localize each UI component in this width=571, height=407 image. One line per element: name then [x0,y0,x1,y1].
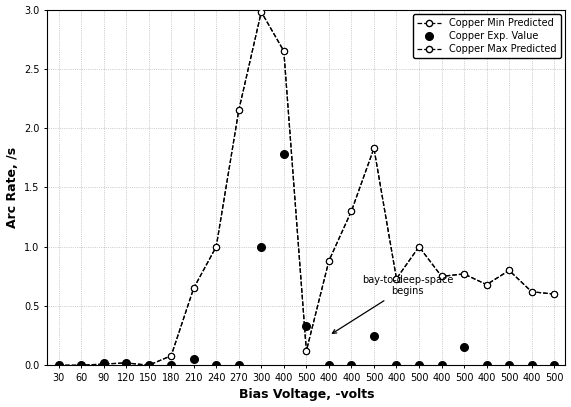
Line: Copper Exp. Value: Copper Exp. Value [55,150,558,369]
Copper Exp. Value [100,361,107,365]
Copper Min Predicted [55,363,62,368]
Copper Min Predicted [168,353,175,358]
Copper Min Predicted [213,244,220,249]
Copper Exp. Value [393,363,400,368]
Copper Exp. Value [303,324,310,328]
Copper Min Predicted [303,348,310,353]
Y-axis label: Arc Rate, /s: Arc Rate, /s [6,147,18,228]
Copper Min Predicted [551,292,558,297]
Copper Max Predicted [461,271,468,276]
Copper Min Predicted [371,146,377,151]
Copper Max Predicted [190,286,197,291]
Copper Max Predicted [55,363,62,368]
Copper Exp. Value [235,363,242,368]
Copper Min Predicted [100,362,107,367]
Copper Min Predicted [348,209,355,214]
Copper Min Predicted [461,271,468,276]
Copper Exp. Value [461,345,468,350]
Copper Max Predicted [551,292,558,297]
Copper Exp. Value [506,363,513,368]
Copper Min Predicted [483,282,490,287]
Copper Exp. Value [190,357,197,362]
Copper Min Predicted [325,258,332,263]
Copper Min Predicted [235,108,242,113]
Copper Min Predicted [258,9,265,14]
Copper Max Predicted [100,362,107,367]
Copper Min Predicted [393,276,400,281]
Copper Min Predicted [528,289,535,294]
Copper Exp. Value [371,333,377,338]
Copper Min Predicted [416,244,423,249]
Line: Copper Max Predicted: Copper Max Predicted [55,9,557,368]
Text: bay-to-deep-space
begins: bay-to-deep-space begins [332,275,453,333]
Copper Max Predicted [145,363,152,368]
Copper Max Predicted [416,244,423,249]
Copper Max Predicted [393,276,400,281]
Copper Max Predicted [235,108,242,113]
Copper Exp. Value [55,363,62,368]
Copper Exp. Value [348,363,355,368]
Copper Exp. Value [438,363,445,368]
Copper Max Predicted [168,353,175,358]
Copper Min Predicted [190,286,197,291]
Copper Exp. Value [213,363,220,368]
Copper Max Predicted [325,258,332,263]
Copper Min Predicted [78,363,85,368]
Copper Min Predicted [506,268,513,273]
Copper Max Predicted [506,268,513,273]
Copper Max Predicted [438,274,445,279]
Copper Exp. Value [528,363,535,368]
Copper Max Predicted [213,244,220,249]
Copper Exp. Value [78,363,85,368]
Copper Exp. Value [416,363,423,368]
Copper Max Predicted [303,348,310,353]
Copper Max Predicted [258,9,265,14]
Copper Exp. Value [258,244,265,249]
Copper Exp. Value [551,363,558,368]
Copper Exp. Value [325,363,332,368]
Copper Max Predicted [280,48,287,53]
Legend: Copper Min Predicted, Copper Exp. Value, Copper Max Predicted: Copper Min Predicted, Copper Exp. Value,… [413,14,561,58]
Copper Exp. Value [123,361,130,365]
Copper Max Predicted [528,289,535,294]
Copper Min Predicted [145,363,152,368]
Copper Max Predicted [348,209,355,214]
Line: Copper Min Predicted: Copper Min Predicted [55,9,557,368]
Copper Exp. Value [168,363,175,368]
Copper Min Predicted [438,274,445,279]
Copper Max Predicted [483,282,490,287]
X-axis label: Bias Voltage, -volts: Bias Voltage, -volts [239,388,374,401]
Copper Max Predicted [371,146,377,151]
Copper Min Predicted [280,48,287,53]
Copper Max Predicted [123,361,130,365]
Copper Min Predicted [123,361,130,365]
Copper Exp. Value [280,152,287,157]
Copper Exp. Value [483,363,490,368]
Copper Exp. Value [145,363,152,368]
Copper Max Predicted [78,363,85,368]
